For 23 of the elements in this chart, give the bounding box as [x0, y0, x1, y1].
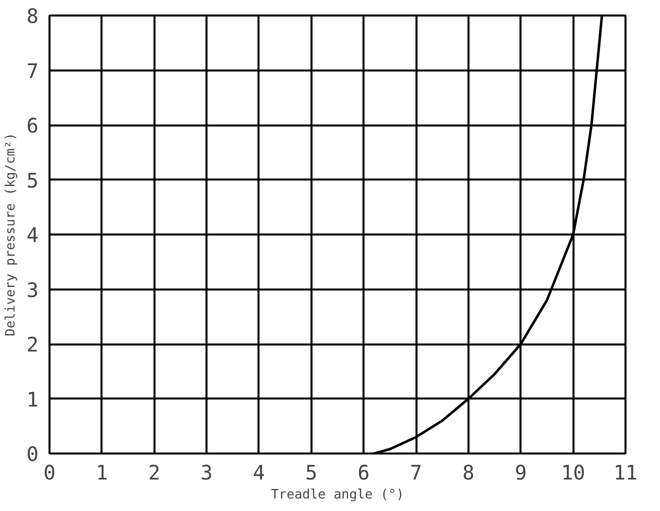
x-tick-label: 11 — [613, 460, 638, 484]
x-tick-label: 8 — [462, 460, 474, 484]
x-tick-label: 6 — [358, 460, 370, 484]
y-tick-label: 5 — [26, 168, 39, 192]
y-tick-label: 6 — [26, 114, 39, 138]
y-tick-label: 1 — [26, 387, 39, 412]
x-tick-label: 0 — [43, 460, 56, 484]
x-tick-label: 9 — [514, 460, 527, 484]
x-tick-label: 2 — [148, 460, 160, 484]
y-axis-title: Delivery pressure (kg/cm²) — [3, 132, 18, 336]
x-tick-label: 1 — [96, 460, 108, 484]
x-tick-label: 5 — [305, 460, 318, 484]
x-tick-label: 7 — [410, 460, 422, 484]
y-tick-label: 8 — [26, 4, 39, 28]
y-tick-label: 2 — [26, 332, 39, 356]
x-tick-label: 4 — [252, 460, 265, 484]
x-tick-label: 10 — [561, 460, 586, 484]
y-tick-label: 4 — [26, 223, 39, 247]
y-tick-label: 7 — [26, 58, 39, 83]
y-tick-label: 3 — [26, 278, 39, 302]
x-tick-label: 3 — [200, 460, 213, 484]
x-axis-title: Treadle angle (°) — [270, 488, 404, 502]
y-tick-label: 0 — [26, 442, 39, 466]
